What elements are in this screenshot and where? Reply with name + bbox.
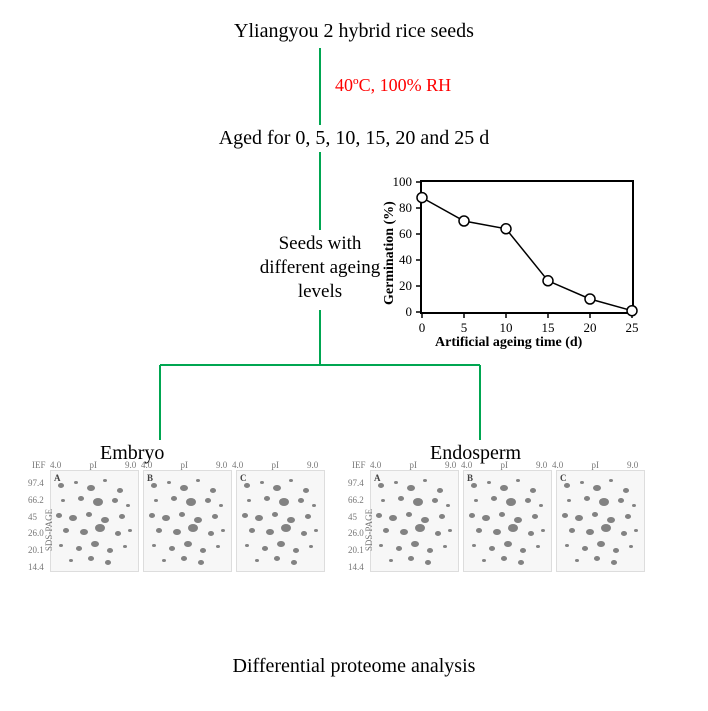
- svg-text:60: 60: [399, 226, 412, 241]
- svg-text:0: 0: [406, 304, 413, 319]
- bottom-label: Differential proteome analysis: [0, 655, 708, 678]
- mid-line2: different ageing: [260, 257, 380, 278]
- gel-panel: A: [50, 470, 139, 572]
- svg-text:100: 100: [393, 174, 413, 189]
- svg-text:15: 15: [542, 320, 555, 335]
- svg-text:25: 25: [626, 320, 639, 335]
- gel-panel: C: [236, 470, 325, 572]
- top-label-text: Yliangyou 2 hybrid rice seeds: [234, 20, 474, 42]
- aged-label: Aged for 0, 5, 10, 15, 20 and 25 d: [0, 127, 708, 150]
- germination-chart: 0510152025020406080100: [420, 180, 634, 314]
- svg-text:10: 10: [500, 320, 513, 335]
- condition-text: 40ºC, 100% RH: [335, 75, 451, 95]
- flow-connectors: [0, 0, 708, 711]
- svg-text:20: 20: [584, 320, 597, 335]
- gel-panel: C: [556, 470, 645, 572]
- svg-text:20: 20: [399, 278, 412, 293]
- svg-text:80: 80: [399, 200, 412, 215]
- svg-text:0: 0: [419, 320, 426, 335]
- mid-line1: Seeds with: [279, 233, 362, 254]
- gel-embryo: ABC: [50, 470, 325, 572]
- gel-panel: B: [463, 470, 552, 572]
- condition-label: 40ºC, 100% RH: [335, 75, 451, 96]
- chart-x-label: Artificial ageing time (d): [435, 335, 582, 351]
- chart-y-label: Germination (%): [382, 201, 398, 305]
- chart-svg: 0510152025020406080100: [422, 182, 632, 312]
- gel-endosperm: ABC: [370, 470, 645, 572]
- gel-panel: B: [143, 470, 232, 572]
- svg-text:5: 5: [461, 320, 468, 335]
- mid-label: Seeds with different ageing levels: [180, 232, 460, 303]
- top-label: Yliangyou 2 hybrid rice seeds: [0, 20, 708, 43]
- aged-text: Aged for 0, 5, 10, 15, 20 and 25 d: [219, 127, 490, 149]
- svg-text:40: 40: [399, 252, 412, 267]
- mid-line3: levels: [298, 281, 342, 302]
- gel-panel: A: [370, 470, 459, 572]
